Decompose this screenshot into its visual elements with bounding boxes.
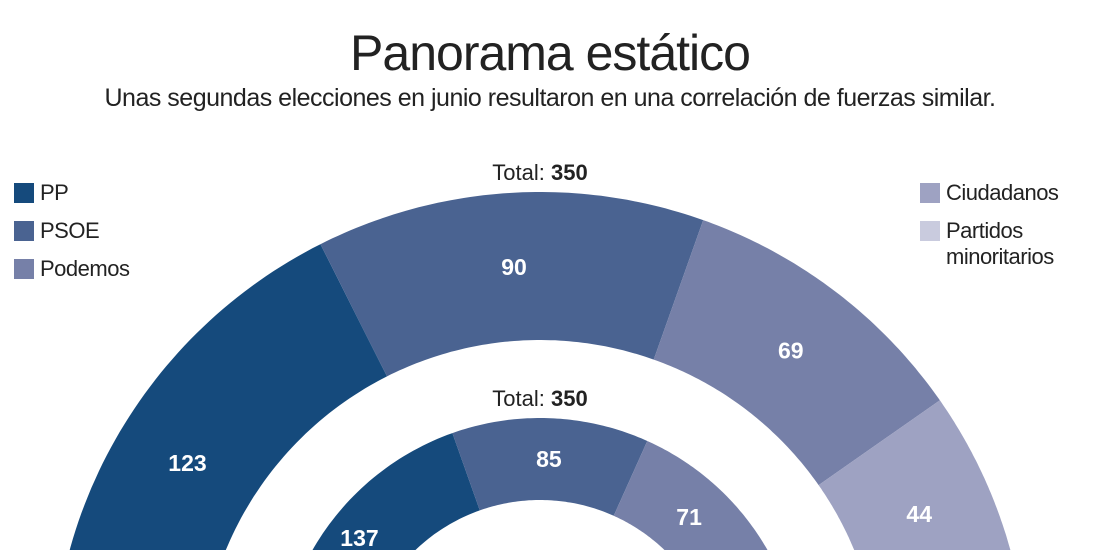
data-label: 69 [778, 338, 804, 364]
legend-label: Ciudadanos [946, 180, 1059, 205]
data-label: 85 [536, 446, 562, 472]
inner-segment-podemos [613, 441, 768, 550]
chart-subtitle: Unas segundas elecciones en junio result… [104, 84, 996, 112]
data-label: 90 [501, 254, 527, 280]
outer-segment-podemos [653, 220, 940, 486]
data-label: 123 [168, 450, 206, 476]
data-label: 137 [340, 525, 378, 550]
legend-left: PP PSOE Podemos [14, 180, 130, 294]
legend-item: PP [14, 180, 129, 206]
legend-swatch [14, 183, 34, 203]
legend-swatch [14, 259, 34, 279]
outer-segment-pp [69, 244, 387, 550]
outer-segment-ciudadanos [818, 400, 1011, 550]
legend-swatch [920, 221, 940, 241]
outer-total-label: Total: 350 [492, 160, 587, 185]
legend-swatch [920, 183, 940, 203]
legend-item: PSOE [14, 218, 129, 244]
outer-segment-psoe [320, 192, 704, 377]
legend-right: Ciudadanos Partidos minoritarios [920, 180, 1100, 282]
inner-segment-psoe [452, 418, 648, 516]
data-label: 44 [906, 501, 932, 527]
inner-total-label: Total: 350 [492, 386, 587, 411]
legend-label: Partidos minoritarios [946, 218, 1054, 269]
legend-item: Ciudadanos [920, 180, 1100, 206]
legend-label: PP [40, 180, 69, 205]
data-label: 71 [676, 504, 702, 530]
legend-item: Partidos minoritarios [920, 218, 1100, 270]
legend-item: Podemos [14, 256, 130, 282]
legend-label: PSOE [40, 218, 100, 243]
chart-title: Panorama estático [350, 25, 751, 81]
inner-segment-pp [312, 433, 480, 550]
legend-swatch [14, 221, 34, 241]
legend-label: Podemos [40, 256, 130, 281]
